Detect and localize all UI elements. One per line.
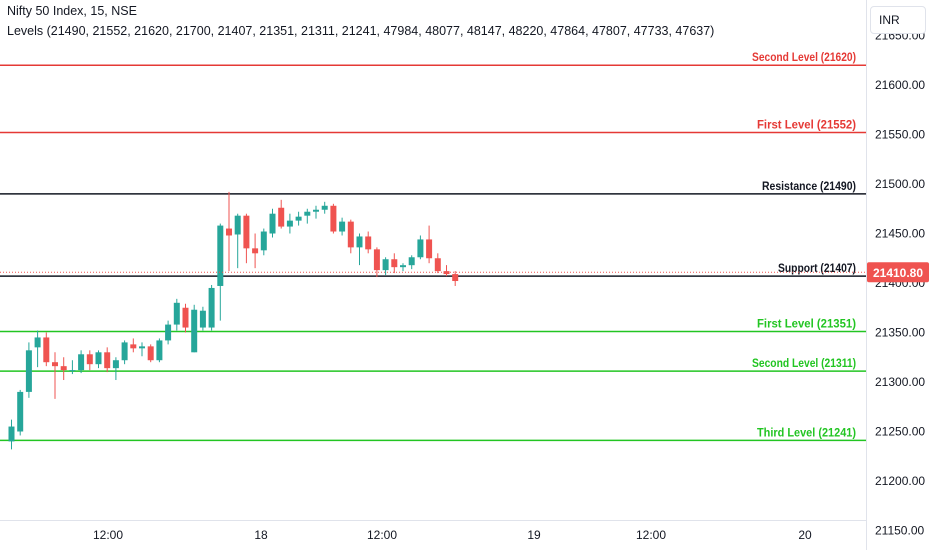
candle-body [112, 360, 119, 369]
levels-indicator-legend[interactable]: Levels (21490, 21552, 21620, 21700, 2140… [7, 24, 715, 38]
level-label: Third Level (21241) [757, 427, 856, 439]
level-label: First Level (21552) [757, 120, 856, 132]
time-axis-divider [0, 520, 866, 521]
price-tick-label: 21550.00 [875, 128, 925, 142]
price-tick-label: 21200.00 [875, 474, 925, 488]
candle-body [391, 259, 398, 268]
candle-body [104, 352, 111, 369]
candle-body [121, 342, 128, 361]
candle-body [321, 205, 328, 210]
candle-body [365, 236, 372, 250]
time-tick-label: 18 [254, 528, 268, 542]
candle-body [269, 213, 276, 234]
currency-button[interactable]: INR [870, 6, 926, 34]
candle-body [139, 346, 145, 349]
time-tick-label: 12:00 [367, 528, 397, 542]
candle-body [226, 228, 232, 236]
price-axis-divider [866, 0, 867, 550]
candle-body [443, 271, 450, 275]
candle-body [43, 337, 50, 363]
chart-title: Nifty 50 Index, 15, NSE [7, 4, 137, 18]
time-tick-label: 12:00 [93, 528, 123, 542]
price-tick-label: 21250.00 [875, 425, 925, 439]
price-tick-label: 21500.00 [875, 177, 925, 191]
candle-body [286, 220, 293, 227]
candle-body [182, 307, 189, 328]
candle-body [52, 362, 58, 367]
candle-body [408, 257, 415, 266]
candle-body [347, 221, 354, 248]
candle-body [382, 259, 389, 271]
candle-body [199, 310, 206, 328]
candle-body [130, 344, 137, 349]
candle-body [34, 337, 41, 348]
candle-body [426, 239, 433, 259]
candle-body [313, 209, 319, 212]
candle-body [304, 211, 311, 216]
level-label: Second Level (21620) [752, 52, 856, 64]
price-tick-label: 21600.00 [875, 78, 925, 92]
time-tick-label: 19 [527, 528, 541, 542]
candle-body [234, 215, 241, 235]
candle-body [356, 236, 363, 248]
candle-body [373, 249, 380, 271]
candle-body [208, 287, 215, 328]
price-tick-label: 21350.00 [875, 326, 925, 340]
candle-body [78, 354, 85, 371]
time-tick-label: 20 [798, 528, 812, 542]
candle-body [243, 215, 250, 249]
price-tick-label: 21450.00 [875, 227, 925, 241]
candle-body [147, 346, 154, 361]
candle-body [156, 340, 163, 361]
candle-body [434, 258, 441, 272]
candle-body [278, 207, 285, 227]
last-price-label: 21410.80 [873, 266, 923, 280]
candle-body [173, 302, 180, 325]
last-price-tag [867, 262, 929, 283]
candle-body [17, 391, 24, 432]
price-tick-label: 21300.00 [875, 375, 925, 389]
candle-body [260, 231, 267, 251]
candle-body [295, 216, 302, 221]
time-tick-label: 12:00 [636, 528, 666, 542]
candle-body [69, 370, 76, 372]
candle-body [417, 239, 424, 258]
candle-body [452, 274, 459, 282]
price-tick-label: 21150.00 [875, 524, 924, 538]
candle-body [339, 221, 346, 232]
last-price-marker: 21410.80 [0, 262, 929, 283]
price-axis-ticks: 21150.00 21200.00 21250.00 21300.00 21350.00… [875, 29, 925, 538]
level-label: Resistance (21490) [762, 181, 856, 193]
candle-body [191, 309, 198, 353]
level-label: Second Level (21311) [752, 358, 856, 370]
candle-body [60, 366, 67, 371]
candle-body [8, 426, 15, 442]
level-labels: Third Level (21700)Second Level (21620)F… [752, 52, 856, 439]
level-label: Support (21407) [778, 263, 856, 275]
candle-body [330, 205, 337, 232]
time-axis-ticks: 12:00 18 12:00 19 12:00 20 [93, 528, 812, 542]
candle-body [95, 352, 102, 365]
level-lines [0, 64, 866, 442]
level-label: First Level (21351) [757, 319, 856, 331]
candle-body [25, 350, 32, 392]
candle-body [86, 354, 93, 365]
candlesticks [8, 191, 459, 450]
candle-body [217, 225, 224, 286]
candle-body [400, 265, 406, 268]
candle-body [165, 324, 172, 341]
candle-body [252, 248, 259, 254]
